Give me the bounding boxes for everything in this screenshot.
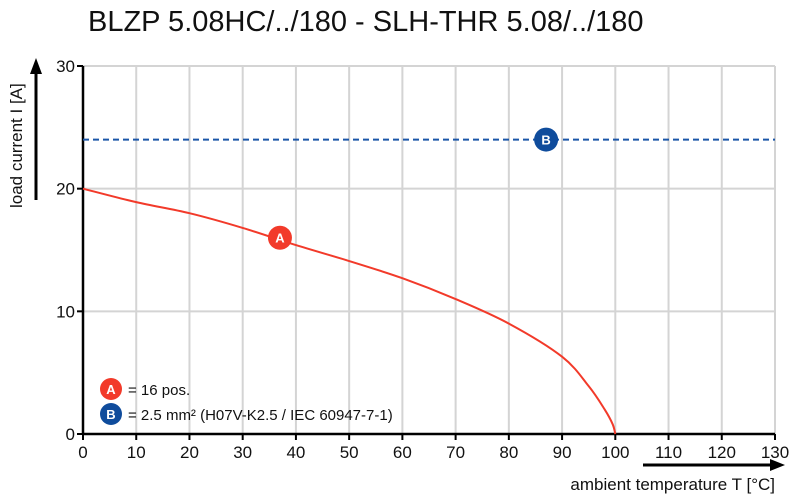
series-B-marker-label: B	[541, 133, 550, 148]
x-tick-label: 100	[601, 443, 629, 462]
series-A-marker-label: A	[275, 231, 285, 246]
x-tick-label: 30	[233, 443, 252, 462]
x-axis-label: ambient temperature T [°C]	[570, 475, 775, 494]
x-tick-label: 60	[393, 443, 412, 462]
x-tick-label: 0	[78, 443, 87, 462]
y-axis-label: load current I [A]	[7, 83, 26, 208]
y-tick-label: 30	[56, 57, 75, 76]
legend-A-text: = 16 pos.	[128, 382, 190, 399]
series-A-marker	[267, 225, 292, 250]
legend-B-icon	[100, 403, 122, 425]
x-tick-label: 40	[286, 443, 305, 462]
x-tick-label: 110	[655, 443, 682, 462]
legend-A-badge: A	[106, 382, 116, 397]
x-tick-label: 10	[127, 443, 146, 462]
x-tick-label: 50	[340, 443, 359, 462]
x-tick-label: 80	[499, 443, 518, 462]
x-tick-label: 70	[446, 443, 465, 462]
legend-B-text: = 2.5 mm² (H07V-K2.5 / IEC 60947-7-1)	[128, 407, 393, 424]
x-tick-label: 20	[180, 443, 199, 462]
y-tick-label: 10	[56, 302, 75, 321]
y-tick-label: 0	[66, 425, 75, 444]
y-tick-label: 20	[56, 180, 75, 199]
chart-title: BLZP 5.08HC/../180 - SLH-THR 5.08/../180	[88, 6, 644, 38]
x-tick-label: 130	[761, 443, 789, 462]
series-A-line	[82, 187, 617, 435]
x-tick-label: 120	[708, 443, 736, 462]
legend-A-icon	[100, 378, 122, 400]
y-axis-arrow-icon	[30, 58, 42, 74]
x-axis-arrow-icon	[770, 459, 785, 471]
x-tick-label: 90	[553, 443, 572, 462]
series-B-marker	[534, 127, 559, 152]
legend-B-badge: B	[106, 407, 115, 422]
